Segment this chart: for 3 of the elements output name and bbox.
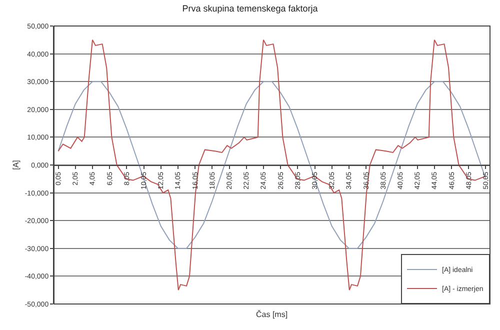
chart-title: Prva skupina temenskega faktorja [182, 3, 318, 14]
y-axis-title: [A] [12, 160, 21, 170]
x-axis-title: Čas [ms] [256, 310, 288, 319]
